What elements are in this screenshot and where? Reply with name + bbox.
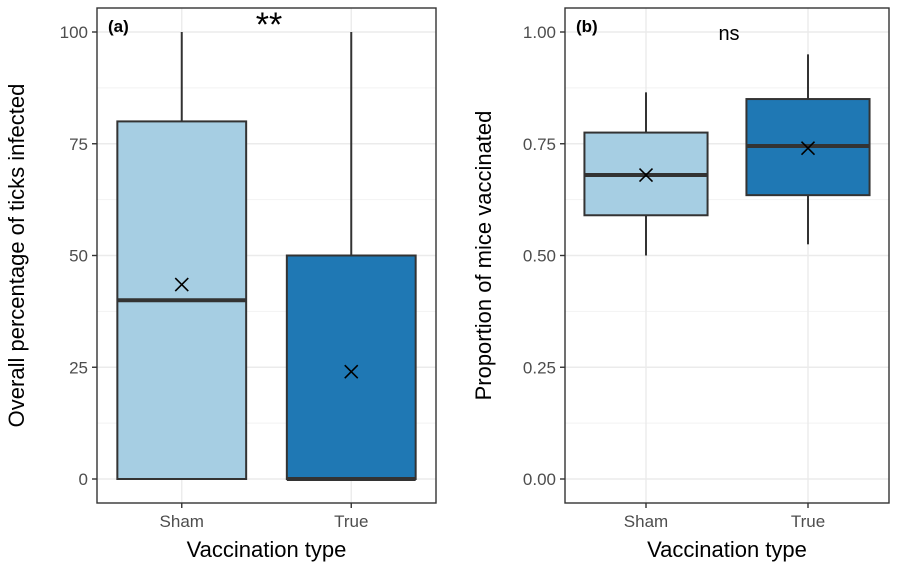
mean-marker-sham: [174, 277, 189, 292]
y-tick-label: 75: [69, 135, 88, 154]
mean-marker-stroke: [344, 364, 359, 379]
y-axis-title: Overall percentage of ticks infected: [4, 84, 29, 428]
y-tick-label: 0.50: [523, 247, 556, 266]
x-tick-label-sham: Sham: [624, 512, 668, 531]
box-true: [285, 254, 417, 480]
x-axis-title: Vaccination type: [647, 537, 807, 562]
mean-marker-stroke: [800, 141, 816, 156]
mean-marker-stroke: [174, 277, 189, 292]
y-tick-label: 1.00: [523, 23, 556, 42]
significance-annotation: **: [256, 6, 282, 44]
mean-marker-sham: [638, 167, 654, 183]
significance-annotation: ns: [718, 23, 739, 45]
y-tick-label: 0: [79, 470, 88, 489]
y-tick-label: 0.75: [523, 135, 556, 154]
x-tick-label-sham: Sham: [160, 512, 204, 531]
y-tick-label: 50: [69, 247, 88, 266]
panel-label: (a): [108, 17, 129, 36]
y-tick-label: 0.00: [523, 470, 556, 489]
y-tick-label: 25: [69, 358, 88, 377]
mean-marker-stroke: [638, 167, 654, 183]
panel-b: 0.00 0.25 0.50 0.75 1.00 Sham True Vaccination …: [471, 7, 890, 562]
mean-marker-true: [800, 141, 816, 156]
y-tick-label: 100: [60, 23, 88, 42]
x-axis-title: Vaccination type: [187, 537, 347, 562]
x-tick-label-true: True: [334, 512, 368, 531]
panel-label: (b): [576, 17, 598, 36]
mean-marker-true: [344, 364, 359, 379]
y-tick-label: 0.25: [523, 358, 556, 377]
y-axis-title: Proportion of mice vaccinated: [471, 111, 496, 401]
x-tick-label-true: True: [791, 512, 825, 531]
panel-a: 0 25 50 75 100 Sham True Vaccination type Overal…: [4, 6, 437, 562]
